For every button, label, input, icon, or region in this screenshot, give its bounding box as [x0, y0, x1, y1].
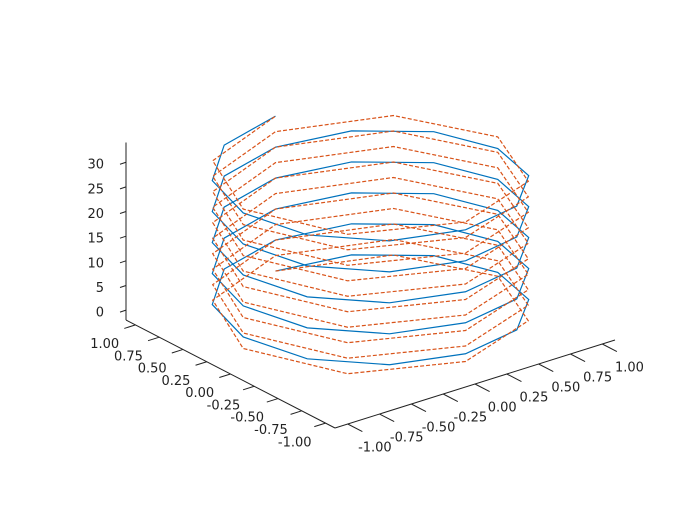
x-tick	[602, 343, 618, 353]
y-tick	[171, 348, 184, 354]
z-tick-label: 30	[87, 158, 104, 173]
z-tick	[119, 235, 127, 239]
z-tick-label: 5	[96, 281, 104, 296]
z-tick	[119, 285, 127, 288]
y-tick-label: -0.75	[254, 423, 288, 438]
y-tick	[290, 410, 302, 415]
x-tick-label: 0.00	[488, 401, 517, 416]
x-tick	[474, 383, 490, 393]
x-tick	[506, 373, 522, 383]
x-tick-label: -0.75	[390, 431, 424, 446]
x-tick-label: 1.00	[615, 361, 644, 376]
y-tick-label: 0.00	[185, 386, 214, 401]
y-tick	[266, 398, 279, 403]
x-tick-label: 0.50	[551, 381, 580, 396]
z-tick-label: 25	[87, 182, 104, 197]
z-tick	[119, 186, 127, 190]
x-tick-label: -1.00	[358, 441, 392, 456]
z-tick	[119, 309, 127, 313]
x-tick	[379, 413, 395, 423]
y-tick-label: -0.25	[207, 398, 241, 413]
z-tick	[119, 161, 127, 165]
helix-line	[211, 114, 530, 375]
helix-line	[211, 115, 530, 366]
y-tick	[219, 373, 231, 378]
y-tick-label: -0.50	[230, 411, 264, 426]
x-tick	[347, 423, 363, 433]
z-tick	[119, 260, 127, 264]
y-tick	[195, 361, 207, 366]
y-tick-label: 0.50	[138, 362, 167, 377]
z-tick-label: 20	[87, 207, 104, 222]
z-tick-label: 10	[87, 256, 104, 271]
x-tick-label: -0.50	[422, 421, 456, 436]
x-tick-label: 0.75	[583, 371, 612, 386]
x-tick	[570, 353, 586, 363]
y-tick-label: 0.75	[114, 349, 143, 364]
x-tick	[442, 393, 459, 403]
x-tick	[411, 403, 427, 413]
x-tick	[538, 363, 554, 373]
z-tick-label: 0	[96, 306, 104, 321]
y-tick-label: 1.00	[90, 337, 119, 352]
x-tick-label: 0.25	[520, 391, 549, 406]
y-tick	[314, 422, 326, 428]
y-tick-label: -1.00	[278, 435, 312, 450]
z-tick	[119, 211, 127, 215]
y-tick-label: 0.25	[161, 374, 190, 389]
y-tick	[147, 336, 160, 342]
y-tick	[242, 385, 255, 391]
z-tick-label: 15	[87, 232, 104, 247]
y-tick	[124, 324, 136, 329]
x-tick-label: -0.25	[454, 411, 488, 426]
